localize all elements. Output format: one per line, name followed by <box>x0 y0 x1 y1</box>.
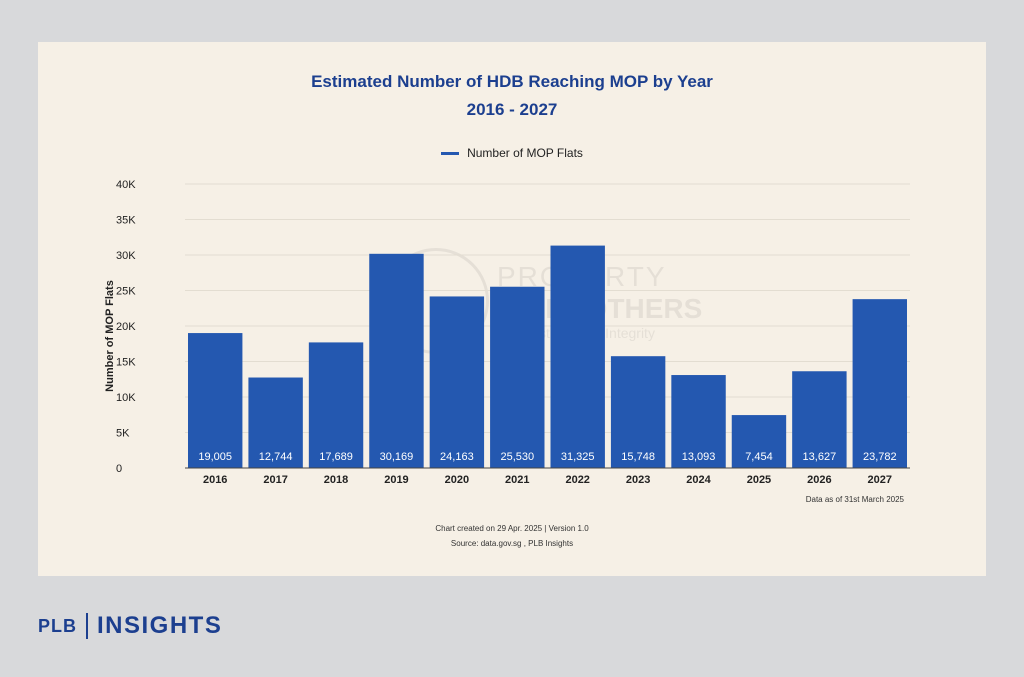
chart-card: Estimated Number of HDB Reaching MOP by … <box>38 42 986 576</box>
data-date-note: Data as of 31st March 2025 <box>805 495 904 504</box>
x-tick-label: 2019 <box>384 474 408 486</box>
bar <box>308 342 364 468</box>
chart-title: Estimated Number of HDB Reaching MOP by … <box>311 72 713 91</box>
x-tick-label: 2018 <box>324 474 348 486</box>
x-tick-label: 2021 <box>505 474 529 486</box>
created-note: Chart created on 29 Apr. 2025 | Version … <box>435 524 589 533</box>
chart-subtitle: 2016 - 2027 <box>466 100 558 119</box>
data-label: 23,782 <box>863 451 897 463</box>
y-tick-label: 35K <box>116 215 136 227</box>
x-tick-label: 2017 <box>263 474 287 486</box>
data-label: 13,093 <box>682 451 716 463</box>
data-label: 15,748 <box>621 451 655 463</box>
bar <box>610 356 666 468</box>
bar <box>188 333 243 468</box>
x-tick-label: 2025 <box>747 474 771 486</box>
data-label: 12,744 <box>259 451 293 463</box>
bar <box>550 245 605 468</box>
data-label: 7,454 <box>745 451 773 463</box>
y-tick-label: 15K <box>116 357 136 369</box>
bar <box>792 371 847 468</box>
brand-divider <box>86 613 88 639</box>
x-tick-label: 2022 <box>565 474 589 486</box>
y-tick-label: 20K <box>116 321 136 333</box>
bar <box>731 415 787 468</box>
bar <box>852 299 907 468</box>
x-tick-label: 2027 <box>868 474 892 486</box>
brand-logo: PLB INSIGHTS <box>38 612 222 640</box>
bar <box>490 286 545 468</box>
x-tick-label: 2024 <box>686 474 711 486</box>
y-axis-label: Number of MOP Flats <box>104 280 116 392</box>
data-label: 24,163 <box>440 451 474 463</box>
x-tick-label: 2023 <box>626 474 650 486</box>
x-tick-label: 2016 <box>203 474 227 486</box>
x-tick-label: 2026 <box>807 474 831 486</box>
bar-chart: 0 5K 10K 15K 20K 25K 30K 35K 40K Number of MOP Fl… <box>104 179 910 486</box>
data-label: 13,627 <box>803 451 837 463</box>
bar <box>369 253 424 468</box>
data-label: 25,530 <box>500 451 534 463</box>
legend-swatch <box>441 151 460 155</box>
bar <box>429 296 485 468</box>
y-tick-label: 30K <box>116 250 136 262</box>
y-tick-label: 0 <box>116 463 122 475</box>
bar <box>671 375 726 468</box>
brand-plb: PLB <box>38 615 77 636</box>
data-label: 17,689 <box>319 451 353 463</box>
brand-insights: INSIGHTS <box>97 612 223 639</box>
y-tick-label: 25K <box>116 286 136 298</box>
chart-legend: Number of MOP Flats <box>38 146 986 160</box>
x-tick-label: 2020 <box>445 474 469 486</box>
y-tick-label: 10K <box>116 392 136 404</box>
data-label: 19,005 <box>198 451 232 463</box>
data-label: 31,325 <box>561 451 595 463</box>
legend-label: Number of MOP Flats <box>467 146 583 160</box>
bar <box>248 377 303 468</box>
y-tick-label: 5K <box>116 428 130 440</box>
data-label: 30,169 <box>380 451 414 463</box>
source-note: Source: data.gov.sg , PLB Insights <box>450 539 574 548</box>
y-tick-label: 40K <box>116 179 136 191</box>
